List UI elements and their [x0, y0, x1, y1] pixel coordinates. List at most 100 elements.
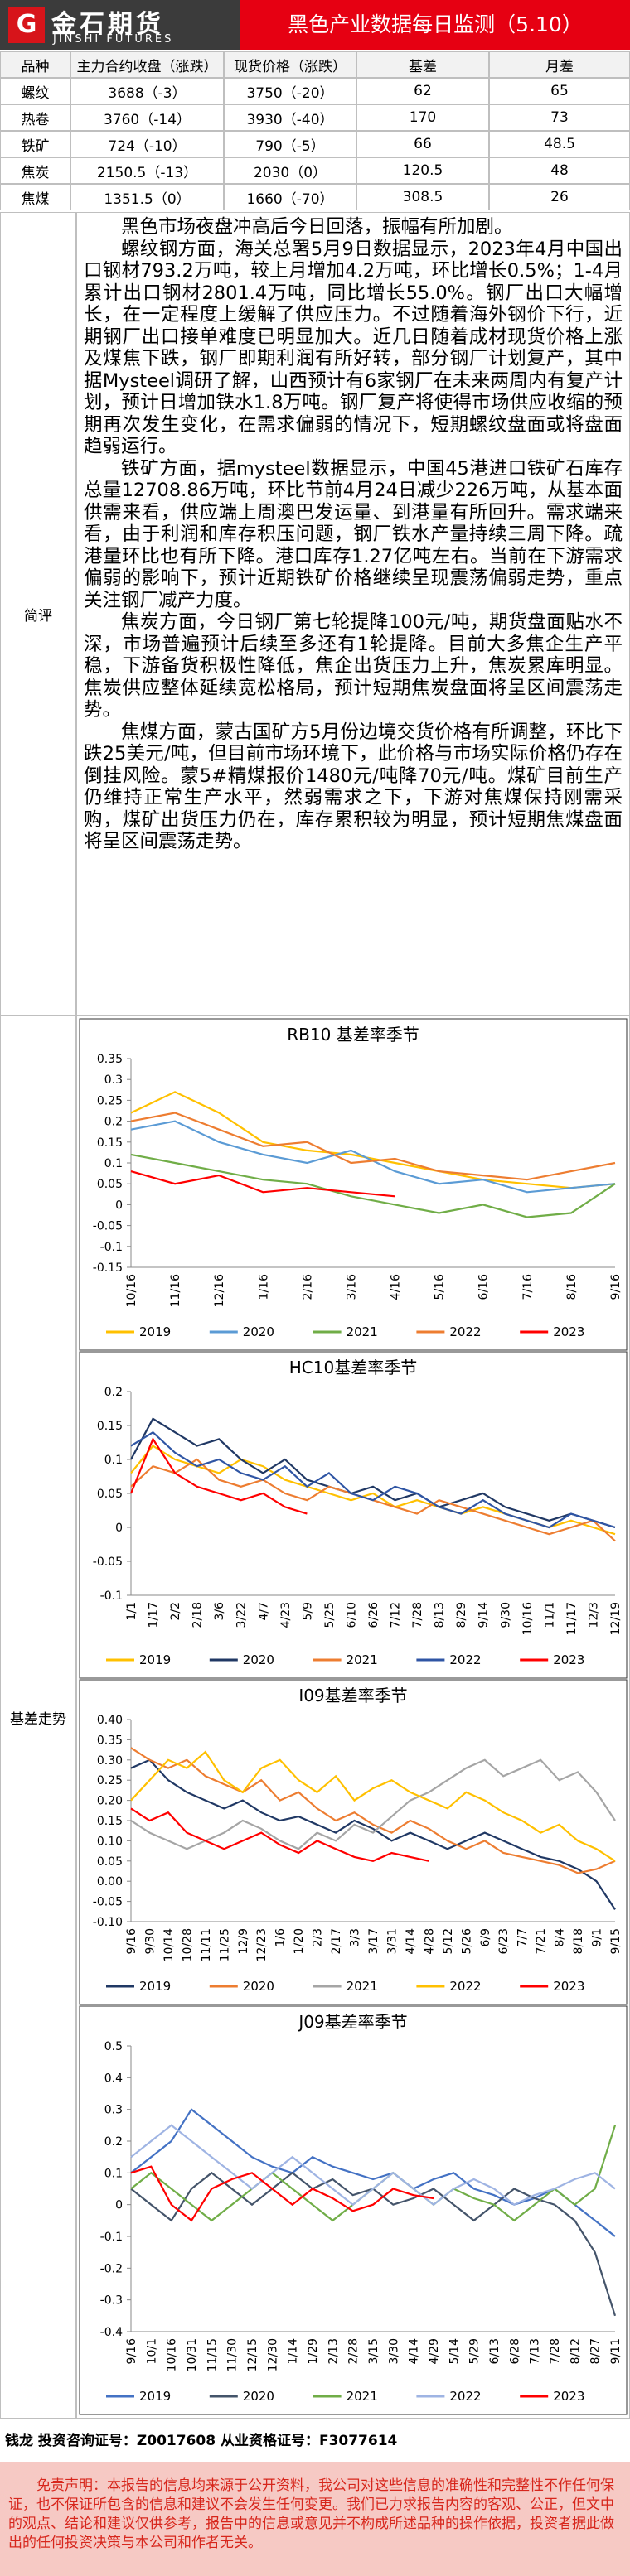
y-tick-label: 0.15: [97, 1420, 123, 1433]
x-tick-label: 4/23: [279, 1602, 293, 1628]
y-tick-label: 0: [115, 1522, 123, 1535]
x-tick-label: 11/17: [565, 1602, 579, 1635]
y-tick-label: 0.30: [97, 1754, 123, 1768]
x-tick-label: 1/6: [274, 1928, 288, 1947]
x-tick-label: 3/15: [367, 2338, 380, 2364]
y-tick-label: 0.10: [97, 1835, 123, 1848]
x-tick-label: 9/11: [609, 2338, 623, 2364]
x-tick-label: 5/29: [468, 2338, 482, 2364]
x-tick-label: 10/16: [521, 1602, 535, 1635]
x-tick-label: 1/1: [125, 1602, 138, 1621]
legend-label: 2022: [449, 1979, 481, 1994]
table-header-cell: 月差: [489, 51, 630, 78]
legend-label: 2019: [139, 1324, 171, 1339]
table-cell: 308.5: [356, 184, 489, 210]
paragraph: 焦炭方面，今日钢厂第七轮提降100元/吨，期货盘面贴水不深，市场普遍预计后续至多…: [84, 611, 623, 721]
legend-label: 2023: [553, 1979, 584, 1994]
review-text: 黑色市场夜盘冲高后今日回落，振幅有所加剧。 螺纹钢方面，海关总署5月9日数据显示，…: [76, 212, 630, 1015]
report-title: 黑色产业数据每日监测（5.10）: [240, 0, 630, 50]
paragraph: 焦煤方面，蒙古国矿方5月份边境交货价格有所调整，环比下跌25美元/吨，但目前市场…: [84, 721, 623, 853]
legend-label: 2020: [243, 2389, 274, 2404]
legend-label: 2019: [139, 1652, 171, 1667]
x-tick-label: 6/10: [345, 1602, 358, 1628]
x-tick-label: 7/28: [411, 1602, 424, 1628]
legend-label: 2022: [449, 1324, 481, 1339]
x-tick-label: 2/16: [301, 1274, 314, 1300]
paragraph: 黑色市场夜盘冲高后今日回落，振幅有所加剧。: [121, 216, 513, 238]
legend-label: 2022: [449, 2389, 481, 2404]
x-tick-label: 11/25: [218, 1928, 231, 1961]
y-tick-label: -0.4: [100, 2326, 123, 2339]
x-tick-label: 9/16: [125, 2338, 138, 2365]
y-tick-label: 0.05: [97, 1178, 123, 1191]
x-tick-label: 9/1: [591, 1928, 604, 1947]
table-header-cell: 主力合约收盘（涨跌）: [70, 51, 224, 78]
table-cell: 3930（-40）: [224, 104, 356, 131]
y-tick-label: 0.25: [97, 1774, 123, 1787]
y-tick-label: 0.00: [97, 1875, 123, 1889]
x-tick-label: 11/11: [200, 1928, 213, 1961]
chart-title: RB10 基差率季节: [287, 1025, 419, 1044]
x-tick-label: 7/12: [390, 1602, 403, 1628]
x-tick-label: 11/16: [169, 1274, 182, 1307]
legend-label: 2020: [243, 1324, 274, 1339]
x-tick-label: 11/1: [543, 1602, 556, 1628]
x-tick-label: 7/21: [535, 1928, 548, 1954]
table-cell: 热卷: [0, 104, 70, 131]
legend-label: 2021: [346, 1979, 378, 1994]
table-cell: 3760（-14）: [70, 104, 224, 131]
chart-title: J09基差率季节: [297, 2012, 407, 2032]
table-cell: 1660（-70）: [224, 184, 356, 210]
x-tick-label: 4/28: [423, 1928, 436, 1954]
y-tick-label: 0.1: [104, 2167, 123, 2180]
y-tick-label: 0: [115, 1199, 123, 1212]
x-tick-label: 2/28: [347, 2338, 361, 2364]
x-tick-label: 10/31: [186, 2338, 199, 2371]
x-tick-label: 8/13: [434, 1602, 447, 1628]
x-tick-label: 8/29: [455, 1602, 468, 1628]
x-tick-label: 12/15: [246, 2338, 259, 2371]
series-line: [130, 1758, 616, 1911]
legend-label: 2019: [139, 2389, 171, 2404]
x-tick-label: 7/13: [529, 2338, 542, 2364]
table-cell: 焦煤: [0, 184, 70, 210]
x-tick-label: 3/3: [349, 1928, 362, 1947]
chart-frame: [79, 1351, 628, 1679]
table-cell: 66: [356, 131, 489, 157]
paragraph: 螺纹钢方面，海关总署5月9日数据显示，2023年4月中国出口钢材793.2万吨，…: [84, 238, 623, 458]
x-tick-label: 3/22: [235, 1602, 249, 1628]
x-tick-label: 6/28: [508, 2338, 521, 2364]
x-tick-label: 5/14: [448, 2338, 461, 2365]
y-tick-label: -0.1: [100, 1241, 123, 1254]
x-tick-label: 6/13: [488, 2338, 502, 2364]
x-tick-label: 10/28: [181, 1928, 194, 1961]
x-tick-label: 6/9: [479, 1928, 492, 1947]
x-tick-label: 9/30: [143, 1928, 157, 1954]
x-tick-label: 2/3: [312, 1928, 325, 1947]
series-line: [130, 1091, 616, 1189]
x-tick-label: 10/16: [166, 2338, 179, 2371]
series-line: [130, 1750, 616, 1862]
x-tick-label: 7/28: [549, 2338, 562, 2364]
x-tick-label: 7/7: [516, 1928, 530, 1947]
x-tick-label: 4/7: [257, 1602, 270, 1621]
table-cell: 120.5: [356, 157, 489, 184]
y-tick-label: 0.20: [97, 1795, 123, 1808]
charts: RB10 基差率季节-0.15-0.1-0.0500.050.10.150.20…: [79, 1018, 628, 2415]
y-tick-label: -0.3: [100, 2294, 123, 2308]
x-tick-label: 1/20: [293, 1928, 306, 1954]
y-tick-label: -0.2: [100, 2262, 123, 2275]
y-tick-label: -0.10: [93, 1916, 123, 1929]
legend-label: 2021: [346, 1324, 378, 1339]
series-line: [130, 1153, 616, 1218]
legend-label: 2020: [243, 1979, 274, 1994]
chart-title: I09基差率季节: [298, 1686, 407, 1705]
logo-english: JINSHI FUTURES: [53, 33, 174, 46]
x-tick-label: 5/12: [442, 1928, 455, 1954]
x-tick-label: 8/16: [565, 1274, 579, 1300]
y-tick-label: -0.05: [93, 1896, 123, 1909]
y-tick-label: 0.2: [104, 1386, 123, 1399]
y-tick-label: 0.15: [97, 1815, 123, 1828]
y-tick-label: 0.40: [97, 1714, 123, 1727]
table-cell: 170: [356, 104, 489, 131]
